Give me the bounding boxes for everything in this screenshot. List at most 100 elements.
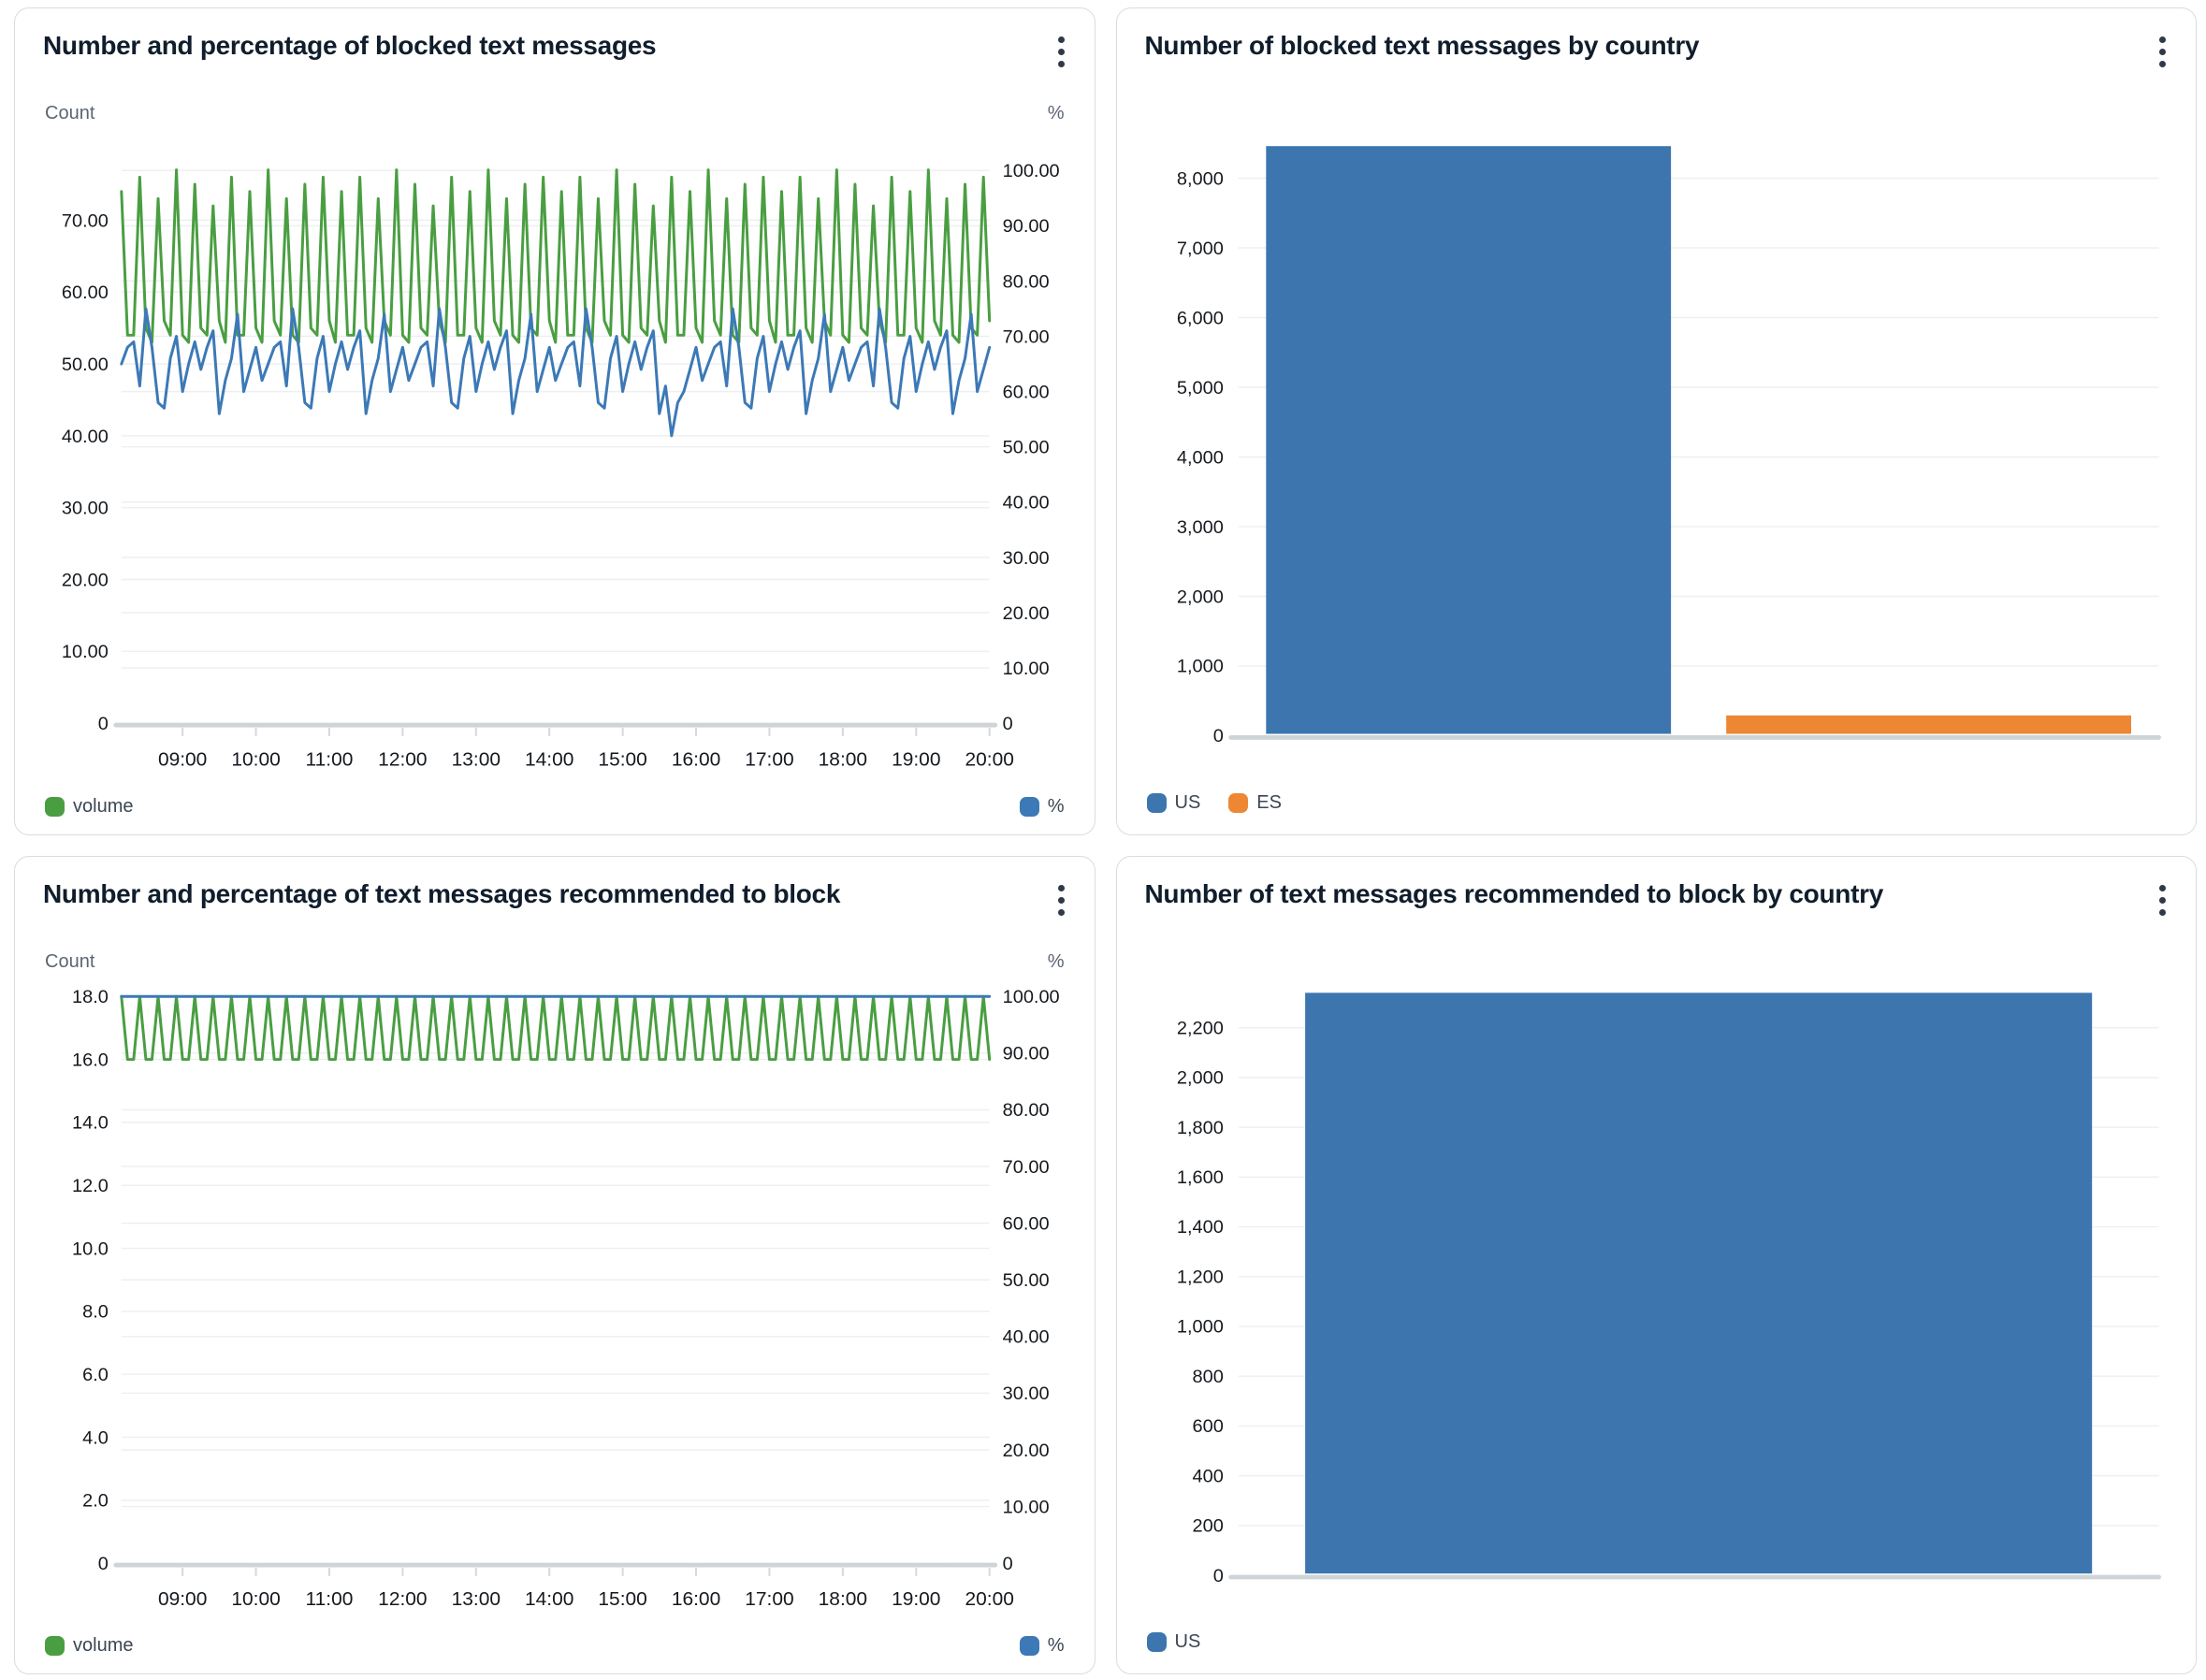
- svg-text:19:00: 19:00: [892, 1588, 940, 1610]
- panel-title: Number and percentage of text messages r…: [43, 879, 841, 908]
- svg-text:10:00: 10:00: [231, 1588, 280, 1610]
- svg-text:16:00: 16:00: [672, 1588, 720, 1610]
- svg-text:40.00: 40.00: [1003, 493, 1050, 514]
- svg-text:30.00: 30.00: [1003, 548, 1050, 569]
- legend-item-volume[interactable]: volume: [45, 1635, 133, 1657]
- svg-text:5,000: 5,000: [1176, 378, 1223, 398]
- svg-text:60.00: 60.00: [1003, 1214, 1050, 1235]
- svg-text:0: 0: [98, 1554, 109, 1574]
- svg-text:6.0: 6.0: [82, 1365, 109, 1385]
- legend-item-es[interactable]: ES: [1228, 792, 1282, 814]
- panel-title: Number and percentage of blocked text me…: [43, 31, 657, 60]
- axis-names-row: Count %: [43, 951, 1067, 973]
- us-series-swatch: [1146, 793, 1167, 813]
- axis-names-row: Count %: [43, 103, 1067, 124]
- svg-text:50.00: 50.00: [62, 355, 109, 375]
- svg-text:12:00: 12:00: [378, 749, 427, 771]
- svg-text:15:00: 15:00: [598, 749, 646, 771]
- legend-label: US: [1174, 1631, 1201, 1652]
- right-axis-title: %: [1047, 951, 1065, 972]
- svg-text:400: 400: [1192, 1467, 1223, 1487]
- panel-recommended-block-by-country: Number of text messages recommended to b…: [1115, 856, 2197, 1674]
- svg-text:20.00: 20.00: [1003, 1441, 1050, 1461]
- svg-text:0: 0: [1212, 726, 1223, 746]
- svg-text:600: 600: [1192, 1416, 1223, 1437]
- legend-item-volume[interactable]: volume: [45, 796, 133, 818]
- legend-label: %: [1047, 1635, 1065, 1656]
- svg-text:30.00: 30.00: [1003, 1383, 1050, 1404]
- legend-item-percent[interactable]: %: [1019, 1635, 1065, 1657]
- svg-text:09:00: 09:00: [158, 1588, 207, 1610]
- legend-item-us[interactable]: US: [1146, 792, 1201, 814]
- svg-text:14:00: 14:00: [525, 749, 573, 771]
- legend-item-us[interactable]: US: [1146, 1631, 1201, 1653]
- svg-text:100.00: 100.00: [1003, 987, 1060, 1007]
- left-axis-title: Count: [45, 951, 95, 972]
- svg-text:50.00: 50.00: [1003, 438, 1050, 458]
- svg-text:11:00: 11:00: [306, 749, 354, 771]
- svg-text:70.00: 70.00: [1003, 1157, 1050, 1178]
- svg-text:4,000: 4,000: [1176, 448, 1223, 469]
- svg-text:60.00: 60.00: [62, 282, 109, 303]
- svg-text:80.00: 80.00: [1003, 1100, 1050, 1121]
- svg-text:20:00: 20:00: [965, 749, 1013, 771]
- kebab-menu-icon[interactable]: [1049, 25, 1074, 79]
- svg-text:14.0: 14.0: [72, 1113, 109, 1134]
- right-axis-title: %: [1047, 103, 1065, 123]
- svg-text:0: 0: [1212, 1566, 1223, 1586]
- svg-text:1,800: 1,800: [1176, 1118, 1223, 1138]
- svg-text:11:00: 11:00: [306, 1588, 354, 1610]
- svg-text:15:00: 15:00: [598, 1588, 646, 1610]
- svg-text:60.00: 60.00: [1003, 383, 1050, 403]
- svg-text:2,200: 2,200: [1176, 1019, 1223, 1039]
- es-series-swatch: [1228, 793, 1249, 813]
- svg-text:16:00: 16:00: [672, 749, 720, 771]
- bar-chart-recommended-block-by-country[interactable]: 2,200 2,000 1,800 1,600 1,400 1,200 1,000 800 60…: [1145, 938, 2169, 1618]
- legend-label: %: [1047, 796, 1065, 817]
- svg-text:18.0: 18.0: [72, 987, 109, 1007]
- svg-text:10.00: 10.00: [62, 642, 109, 662]
- bar-chart-blocked-by-country[interactable]: 8,000 7,000 6,000 5,000 4,000 3,000 2,000 1,000…: [1145, 90, 2169, 779]
- percent-series-swatch: [1019, 797, 1039, 817]
- legend-label: US: [1174, 792, 1201, 813]
- svg-text:18:00: 18:00: [819, 749, 867, 771]
- left-axis-title: Count: [45, 103, 95, 123]
- svg-text:7,000: 7,000: [1176, 239, 1223, 259]
- svg-text:14:00: 14:00: [525, 1588, 573, 1610]
- legend-label: ES: [1256, 792, 1282, 813]
- line-chart-recommended-block[interactable]: 18.0 16.0 14.0 12.0 10.0 8.0 6.0 4.0 2.0 0 100.00 9…: [43, 973, 1067, 1631]
- svg-text:8,000: 8,000: [1176, 169, 1223, 190]
- svg-text:13:00: 13:00: [452, 1588, 501, 1610]
- svg-text:12.0: 12.0: [72, 1176, 109, 1196]
- svg-text:12:00: 12:00: [378, 1588, 427, 1610]
- panel-header: Number and percentage of blocked text me…: [43, 23, 1067, 79]
- kebab-menu-icon[interactable]: [2150, 874, 2175, 927]
- dashboard-grid: Number and percentage of blocked text me…: [14, 7, 2197, 1674]
- svg-text:50.00: 50.00: [1003, 1270, 1050, 1291]
- svg-text:20.00: 20.00: [62, 571, 109, 591]
- panel-title: Number of blocked text messages by count…: [1144, 31, 1700, 60]
- svg-text:10.00: 10.00: [1003, 1498, 1050, 1518]
- svg-text:1,600: 1,600: [1176, 1167, 1223, 1188]
- svg-text:20.00: 20.00: [1003, 603, 1050, 624]
- svg-text:17:00: 17:00: [745, 749, 793, 771]
- panel-header: Number and percentage of text messages r…: [43, 872, 1067, 927]
- svg-text:18:00: 18:00: [819, 1588, 867, 1610]
- chart-legend: volume %: [45, 1635, 1065, 1657]
- line-chart-blocked-messages[interactable]: 70.00 60.00 50.00 40.00 30.00 20.00 10.00 0 100.…: [43, 124, 1067, 792]
- panel-header: Number of text messages recommended to b…: [1145, 872, 2169, 927]
- volume-series-swatch: [45, 1636, 65, 1656]
- svg-text:2.0: 2.0: [82, 1491, 109, 1512]
- svg-text:800: 800: [1192, 1367, 1223, 1387]
- svg-text:6,000: 6,000: [1176, 309, 1223, 329]
- kebab-menu-icon[interactable]: [1049, 874, 1074, 927]
- svg-text:10.00: 10.00: [1003, 659, 1050, 679]
- kebab-menu-icon[interactable]: [2150, 25, 2175, 79]
- svg-text:40.00: 40.00: [1003, 1327, 1050, 1348]
- legend-item-percent[interactable]: %: [1019, 796, 1065, 818]
- svg-text:80.00: 80.00: [1003, 271, 1050, 292]
- svg-text:70.00: 70.00: [62, 210, 109, 231]
- svg-text:17:00: 17:00: [745, 1588, 793, 1610]
- svg-text:200: 200: [1192, 1516, 1223, 1537]
- svg-text:2,000: 2,000: [1176, 1068, 1223, 1089]
